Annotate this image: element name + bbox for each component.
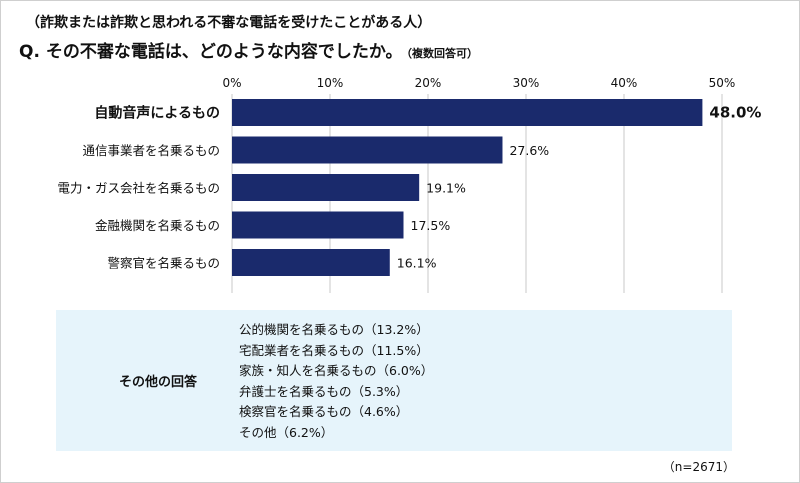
x-tick-label: 50% (709, 76, 736, 90)
bar (232, 249, 390, 276)
data-label: 16.1% (397, 256, 437, 271)
category-label: 通信事業者を名乗るもの (82, 143, 220, 158)
x-tick-label: 0% (222, 76, 241, 90)
category-label: 電力・ガス会社を名乗るもの (57, 181, 220, 196)
x-tick-label: 20% (415, 76, 442, 90)
chart-subtitle: （詐欺または詐欺と思われる不審な電話を受けたことがある人） (26, 15, 432, 31)
category-label: 警察官を名乗るもの (107, 256, 220, 271)
x-tick-label: 30% (513, 76, 540, 90)
bar (232, 99, 703, 126)
other-answer-item: その他（6.2%） (239, 424, 334, 440)
other-answers-box: その他の回答 公的機関を名乗るもの（13.2%） 宅配業者を名乗るもの（11.5… (56, 310, 732, 451)
chart-title: Q. その不審な電話は、どのような内容でしたか。 (19, 42, 403, 62)
category-label: 金融機関を名乗るもの (95, 218, 220, 233)
x-tick-label: 10% (317, 76, 344, 90)
data-label: 19.1% (426, 181, 466, 196)
data-label: 27.6% (509, 143, 549, 158)
data-label: 17.5% (411, 218, 451, 233)
title-note: （複数回答可） (406, 47, 479, 60)
bar (232, 211, 404, 239)
other-answer-item: 宅配業者を名乗るもの（11.5%） (239, 342, 429, 358)
x-tick-label: 40% (611, 76, 638, 90)
category-label: 自動音声によるもの (94, 105, 220, 122)
data-label: 48.0% (709, 104, 761, 122)
other-answer-item: 家族・知人を名乗るもの（6.0%） (239, 363, 434, 378)
bar (232, 174, 420, 201)
other-answer-item: 検察官を名乗るもの（4.6%） (239, 404, 409, 419)
bar-chart: 0% 10% 20% 30% 40% 50% 自動音声によるもの 48.0% 通信事業者を名乗る… (57, 76, 761, 293)
bar (232, 136, 503, 164)
other-answer-item: 弁護士を名乗るもの（5.3%） (239, 383, 409, 399)
other-answers-list: 公的機関を名乗るもの（13.2%） 宅配業者を名乗るもの（11.5%） 家族・知… (239, 320, 433, 443)
title-row: Q. その不審な電話は、どのような内容でしたか。 （複数回答可） (19, 37, 478, 62)
other-answer-item: 公的機関を名乗るもの（13.2%） (239, 322, 429, 337)
other-answers-label: その他の回答 (118, 375, 197, 390)
sample-size-note: （n=2671） (662, 460, 735, 474)
